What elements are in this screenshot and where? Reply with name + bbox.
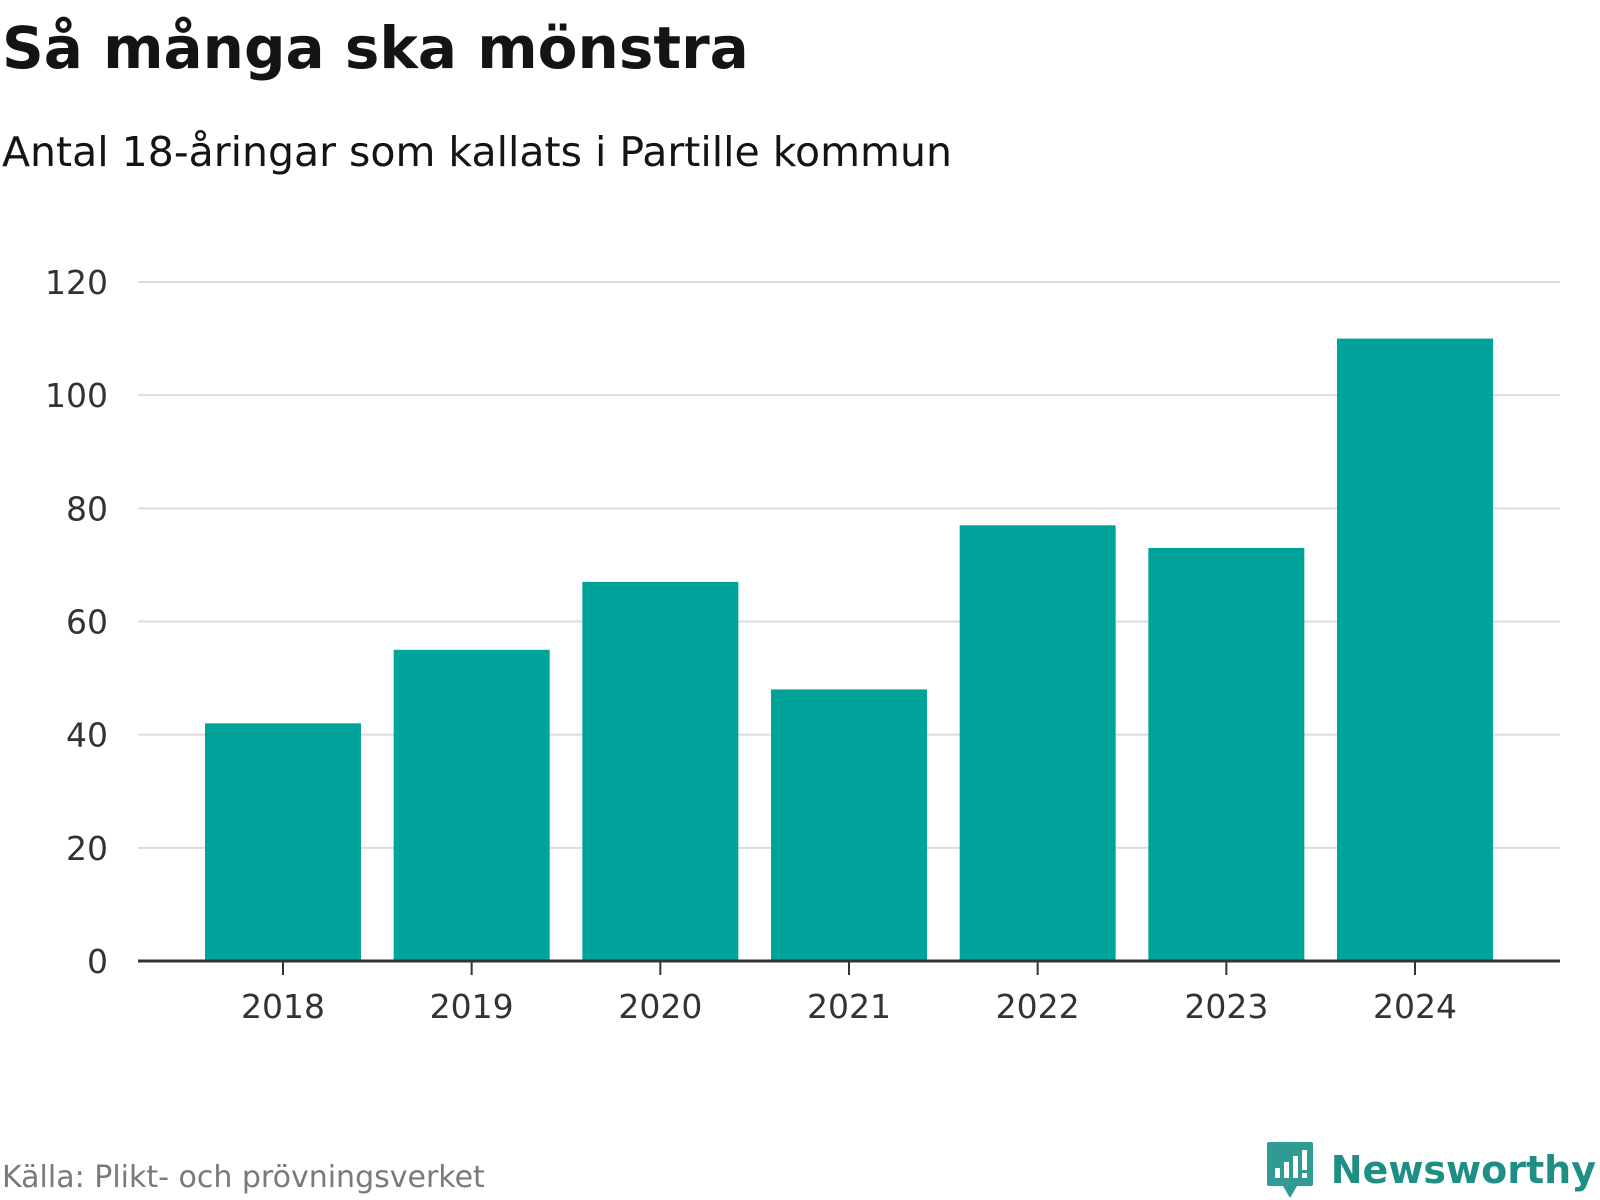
x-tick-label: 2020 (618, 987, 702, 1026)
x-tick-label: 2021 (807, 987, 891, 1026)
x-tick-label: 2024 (1373, 987, 1457, 1026)
bar (582, 581, 739, 961)
bar (393, 649, 550, 961)
y-tick-label: 120 (45, 263, 108, 302)
y-tick-label: 20 (66, 829, 108, 868)
source-note: Källa: Plikt- och prövningsverket (2, 1160, 485, 1195)
bar (959, 525, 1116, 961)
y-tick-label: 80 (66, 489, 108, 528)
x-tick-label: 2023 (1184, 987, 1268, 1026)
bars (205, 338, 1493, 961)
bar (205, 723, 361, 961)
y-tick-label: 0 (87, 942, 108, 981)
newsworthy-logo-icon (1266, 1142, 1313, 1198)
chart-subtitle: Antal 18-åringar som kallats i Partille … (2, 128, 952, 176)
x-tick-label: 2022 (996, 987, 1080, 1026)
x-axis-ticks: 2018 2019 2020 2021 2022 2023 2024 (241, 961, 1457, 1026)
y-tick-label: 60 (66, 603, 108, 642)
y-tick-label: 40 (66, 716, 108, 755)
chart-title: Så många ska mönstra (2, 14, 749, 82)
y-tick-label: 100 (45, 376, 108, 415)
bar (1337, 338, 1493, 961)
bar (771, 689, 927, 961)
x-tick-label: 2019 (430, 987, 514, 1026)
bar (1148, 547, 1305, 961)
brand-name: Newsworthy (1330, 1148, 1596, 1192)
x-tick-label: 2018 (241, 987, 325, 1026)
y-axis-ticks: 0 20 40 60 80 100 120 (45, 263, 108, 981)
brand-logo[interactable]: Newsworthy (1265, 1140, 1596, 1200)
bar-chart: 0 20 40 60 80 100 120 2018 2019 2020 2021 2022 2023… (45, 263, 1560, 1026)
